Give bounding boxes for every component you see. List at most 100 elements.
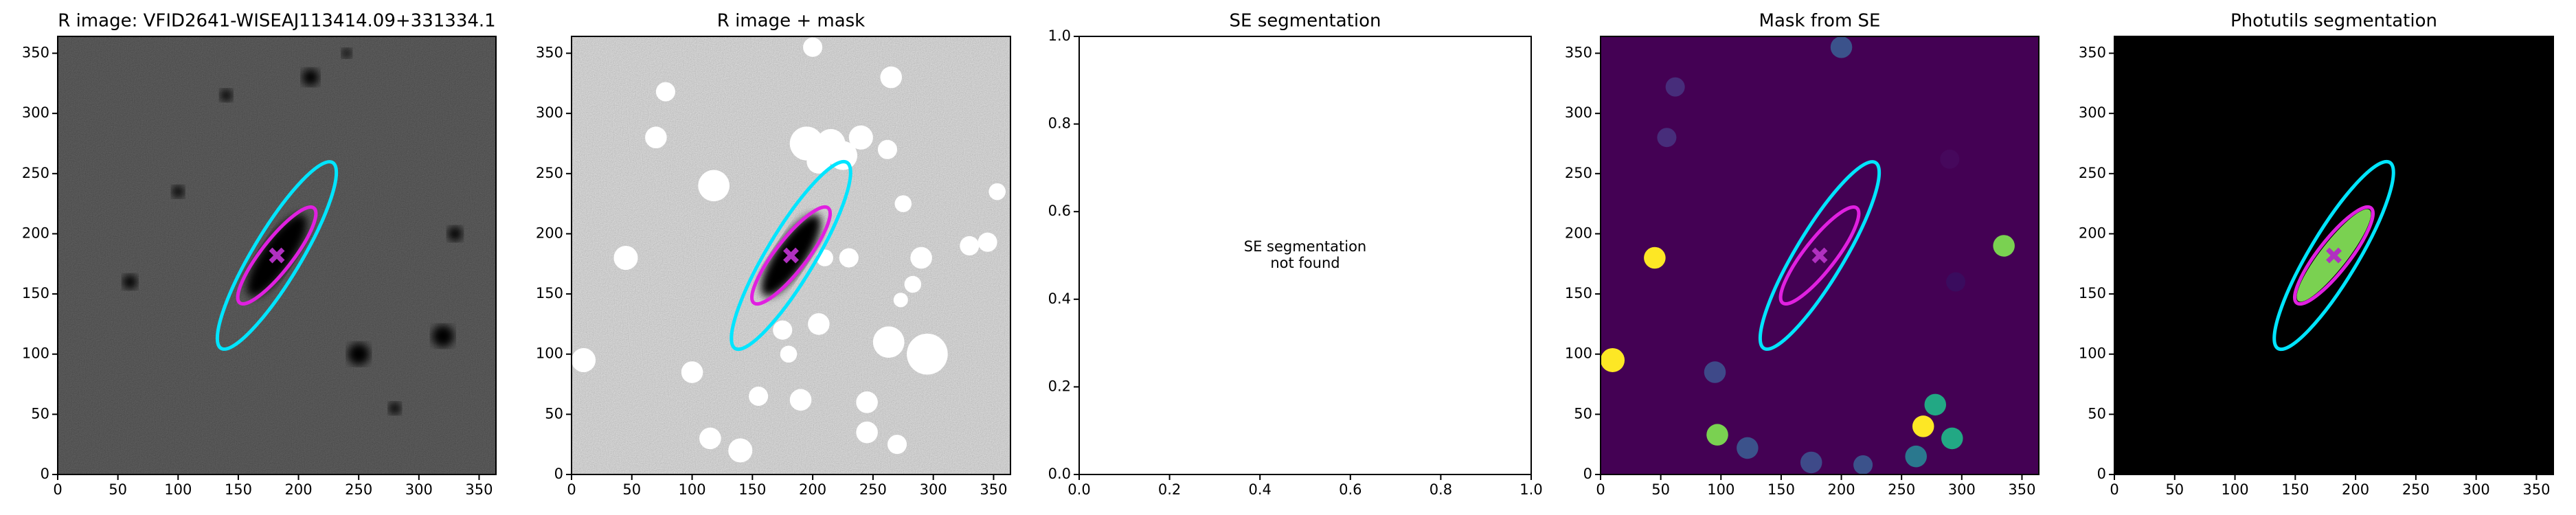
panel: Photutils segmentation 0 50 100 150 200 250 300…: [2079, 11, 2554, 498]
y-tick-label: 0.0: [1048, 466, 1071, 482]
x-tick-label: 0.8: [1430, 481, 1452, 498]
axes-frame: [1078, 36, 1532, 475]
annotation: SE segmentation: [1244, 238, 1366, 255]
x-tick-label: 0.0: [1067, 481, 1090, 498]
y-tick-label: 0: [2097, 466, 2106, 482]
x-tick-label: 150: [2281, 481, 2309, 498]
y-tick-label: 200: [22, 225, 49, 241]
y-tick-label: 300: [2079, 104, 2106, 121]
mask: [1924, 393, 1947, 416]
panel-title: Mask from SE: [1759, 11, 1881, 32]
x-tick-label: 150: [225, 481, 252, 498]
mask: [681, 361, 703, 383]
x-tick-label: 100: [1707, 481, 1735, 498]
axes-frame: [57, 36, 497, 475]
aperture-ellipse: [2272, 159, 2395, 352]
x-tick-label: 350: [465, 481, 493, 498]
y-tick-label: 150: [1565, 285, 1592, 301]
x-tick-label: 300: [2463, 481, 2490, 498]
y-tick-label: 100: [22, 345, 49, 362]
mask: [978, 232, 997, 252]
mask: [699, 427, 721, 450]
panel: Mask from SE 0 50 100 150 200 250 300 350 0 50 100 1…: [1565, 11, 2040, 498]
mask: [910, 247, 932, 269]
x-tick-label: 200: [1828, 481, 1855, 498]
mask: [1941, 427, 1963, 450]
mask: [749, 387, 769, 407]
mask: [780, 345, 798, 363]
x-tick-label: 250: [1888, 481, 1915, 498]
x-tick-label: 50: [1651, 481, 1670, 498]
aperture-ellipse: [2293, 205, 2375, 306]
center-marker: [2326, 247, 2342, 264]
axes-frame: [2114, 36, 2554, 475]
y-tick-label: 200: [1565, 225, 1592, 241]
mask: [1912, 415, 1934, 437]
y-tick-label: 250: [2079, 165, 2106, 181]
source: [302, 69, 319, 86]
x-tick-label: 100: [2222, 481, 2249, 498]
x-tick-label: 0: [567, 481, 576, 498]
image: [58, 36, 496, 474]
y-tick-label: 0.6: [1048, 203, 1071, 219]
aperture-ellipse: [215, 160, 339, 351]
y-tick-label: 50: [545, 405, 563, 422]
mask: [1830, 36, 1853, 58]
mask: [1993, 235, 2015, 257]
axes-frame: [1600, 36, 2040, 475]
y-tick-label: 300: [22, 104, 49, 121]
x-tick-label: 0: [53, 481, 62, 498]
x-tick-label: 300: [920, 481, 947, 498]
image: [1601, 36, 2039, 474]
aperture-ellipse: [1778, 205, 1861, 306]
panel-title: SE segmentation: [1230, 11, 1381, 32]
y-tick-label: 150: [2079, 285, 2106, 301]
mask: [1905, 445, 1927, 468]
x-tick-label: 200: [285, 481, 313, 498]
mask: [848, 125, 873, 150]
y-tick-label: 100: [2079, 345, 2106, 362]
mask: [698, 170, 730, 202]
aperture-ellipse: [750, 205, 832, 306]
x-tick-label: 50: [622, 481, 641, 498]
x-tick-label: 100: [679, 481, 706, 498]
mask: [1657, 128, 1677, 148]
y-tick-label: 50: [2088, 405, 2106, 422]
y-tick-label: 250: [22, 165, 49, 181]
source: [447, 226, 462, 241]
x-tick-label: 200: [2342, 481, 2369, 498]
x-tick-label: 0: [1596, 481, 1605, 498]
x-tick-label: 50: [2165, 481, 2184, 498]
mask: [856, 391, 878, 413]
mask: [880, 66, 903, 89]
aperture-ellipse: [1758, 160, 1882, 351]
mask: [1800, 451, 1822, 474]
mask: [1853, 455, 1873, 474]
mask: [613, 245, 638, 271]
y-tick-label: 350: [22, 45, 49, 61]
y-tick-label: 0.2: [1048, 378, 1071, 394]
panel: R image + mask 0 50 100 150 200 250 300 350 0 50 10…: [536, 11, 1011, 498]
mask: [893, 293, 908, 308]
x-tick-label: 250: [2402, 481, 2430, 498]
mask: [872, 326, 905, 358]
mask: [1706, 424, 1728, 446]
mask: [803, 37, 823, 57]
mask: [645, 126, 667, 149]
x-tick-label: 150: [738, 481, 766, 498]
image: [572, 36, 1010, 474]
mask: [1601, 347, 1625, 373]
source: [122, 275, 137, 290]
panel: R image: VFID2641-WISEAJ113414.09+331334…: [22, 11, 497, 498]
source: [432, 325, 454, 347]
mask: [808, 313, 830, 335]
source: [341, 48, 352, 58]
mask: [1946, 272, 1966, 292]
x-tick-label: 0.6: [1339, 481, 1362, 498]
mask: [655, 82, 675, 102]
y-tick-label: 1.0: [1048, 27, 1071, 44]
y-tick-label: 350: [1565, 45, 1592, 61]
y-tick-label: 300: [1565, 104, 1592, 121]
x-tick-label: 200: [799, 481, 826, 498]
